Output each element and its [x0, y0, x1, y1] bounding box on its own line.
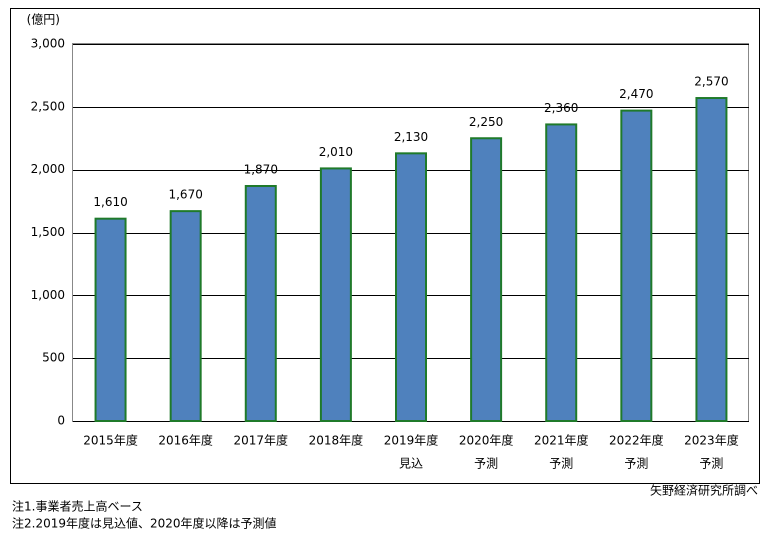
x-tick-sublabel: 予測: [699, 457, 723, 471]
y-tick-label: 3,000: [31, 37, 65, 51]
y-axis-label: (億円): [27, 13, 60, 27]
y-tick-label: 2,500: [31, 99, 65, 113]
y-tick-label: 2,000: [31, 162, 65, 176]
x-tick-label: 2022年度: [609, 433, 664, 448]
x-tick-label: 2015年度: [83, 433, 138, 448]
y-tick-label: 0: [57, 414, 65, 428]
bar: [395, 152, 427, 423]
x-tick-label: 2021年度: [534, 433, 589, 448]
x-tick-sublabel: 予測: [474, 457, 498, 471]
bar: [94, 217, 127, 422]
x-tick-label: 2016年度: [158, 433, 213, 448]
bar: [319, 167, 352, 422]
note: 注1.事業者売上高ベース: [12, 499, 143, 514]
x-tick-label: 2020年度: [459, 433, 514, 448]
x-tick-sublabel: 見込: [399, 457, 423, 471]
x-tick-sublabel: 予測: [624, 457, 648, 471]
value-label: 2,470: [619, 87, 653, 101]
bar: [169, 210, 202, 422]
source: 矢野経済研究所調べ: [650, 483, 758, 498]
bar: [470, 137, 503, 422]
y-tick-label: 1,500: [31, 225, 65, 239]
bar: [244, 185, 277, 422]
note: 注2.2019年度は見込値、2020年度以降は予測値: [12, 516, 277, 531]
x-tick-label: 2023年度: [684, 433, 739, 448]
value-label: 2,570: [694, 75, 728, 89]
value-label: 2,130: [394, 130, 428, 144]
x-tick-label: 2019年度: [384, 433, 439, 448]
value-label: 1,870: [244, 163, 278, 177]
x-tick-label: 2017年度: [234, 433, 289, 448]
x-tick-label: 2018年度: [309, 433, 364, 448]
bar: [695, 97, 728, 423]
chart-frame: [10, 8, 760, 484]
value-label: 1,670: [168, 188, 202, 202]
y-tick-label: 500: [42, 351, 65, 365]
value-label: 2,010: [319, 145, 353, 159]
bar: [620, 109, 653, 422]
x-tick-sublabel: 予測: [549, 457, 573, 471]
value-label: 1,610: [93, 195, 127, 209]
bar: [545, 123, 578, 422]
y-tick-label: 1,000: [31, 288, 65, 302]
value-label: 2,250: [469, 115, 503, 129]
value-label: 2,360: [544, 101, 578, 115]
